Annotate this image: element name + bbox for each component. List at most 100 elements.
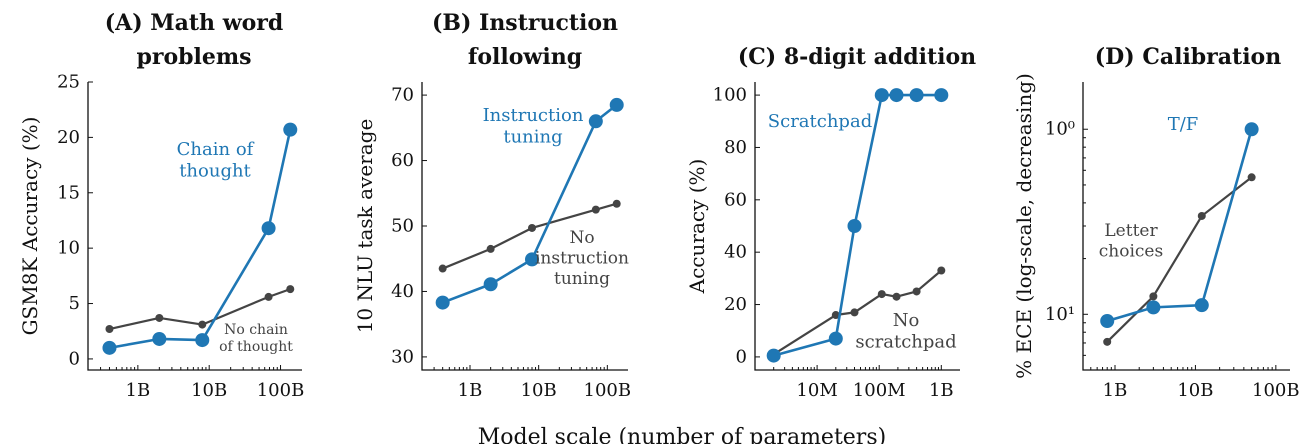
panel-d: (D) Calibration % ECE (log-scale, decreas… [1012,44,1300,401]
panel-title-line: (D) Calibration [1095,44,1281,70]
y-tick-label: 10⁰ [1045,119,1075,140]
data-point [588,114,603,129]
series-line [1106,176,1253,343]
data-point [828,331,843,346]
data-point [877,290,886,299]
data-point [912,287,921,296]
data-point [1100,313,1115,328]
data-point [152,331,167,346]
y-tick-label: 5 [69,293,80,314]
data-point [766,348,781,363]
series-label: tuning [554,269,610,289]
x-tick-label: 100M [853,380,906,401]
axis-lines [1082,82,1290,371]
data-point [937,266,946,275]
x-tick-label: 1B [126,380,151,401]
series-label: tuning [503,127,562,148]
data-point [525,252,540,267]
data-point [486,244,495,253]
series-label: Chain of [177,139,255,160]
y-tick-label: 60 [391,150,414,171]
y-tick-label: 10 [57,238,80,259]
series-label: Scratchpad [768,111,872,132]
data-point [909,88,924,103]
x-tick-label: 10B [1177,380,1213,401]
series-label: No chain [224,322,288,338]
data-point [483,277,498,292]
data-point [435,295,450,310]
y-tick-label: 15 [57,182,80,203]
data-point [155,313,164,322]
axis-lines [754,82,960,371]
data-point [1103,337,1112,346]
data-point [528,223,537,232]
series-label: choices [1099,241,1163,261]
data-point [847,219,862,233]
data-point [283,122,298,137]
y-tick-label: 40 [724,242,747,263]
y-tick-label: 0 [736,346,747,367]
y-tick-label: 100 [713,85,747,106]
data-point [1197,211,1206,220]
data-point [874,88,889,103]
x-tick-label: 10M [796,380,837,401]
y-tick-label: 25 [57,72,80,93]
panel-title-line: (C) 8-digit addition [738,44,976,70]
data-point [609,97,624,112]
data-point [1146,300,1161,315]
y-axis-label: GSM8K Accuracy (%) [18,117,42,336]
data-point [892,292,901,301]
series-line [1106,128,1253,323]
x-tick-label: 1B [458,380,483,401]
data-point [889,88,904,103]
panel-b: (B) Instruction following 10 NLU task aver… [353,10,631,401]
x-tick-label: 100B [257,380,305,401]
panel-title-line: (B) Instruction [432,10,618,36]
data-point [850,308,859,317]
series-label: thought [179,161,251,182]
data-point [264,292,273,301]
y-tick-label: 60 [724,189,747,210]
y-tick-label: 80 [724,137,747,158]
y-tick-label: 0 [69,348,80,369]
y-axis-label: % ECE (log-scale, decreasing) [1012,73,1036,379]
series-label: Letter [1104,221,1158,241]
y-axis-label: 10 NLU task average [353,119,377,334]
panel-title-line: (A) Math word [105,10,284,36]
data-point [612,199,621,208]
y-tick-label: 70 [391,85,414,106]
x-tick-label: 10B [191,380,227,401]
series-label: of thought [219,339,293,355]
series-label: T/F [1168,114,1199,135]
panel-c: (C) 8-digit addition Accuracy (%) 0 20 40 60 8… [685,44,976,401]
series-label: scratchpad [855,332,956,353]
y-tick-label: 20 [724,294,747,315]
data-point [438,264,447,273]
figure-x-axis-label: Model scale (number of parameters) [478,425,886,444]
panel-title-line: following [468,44,582,70]
series-label: Instruction [483,105,584,126]
data-point [195,333,210,348]
data-point [1194,298,1209,313]
y-tick-label: 10¹ [1045,304,1075,325]
x-tick-label: 10B [521,380,557,401]
panel-title-line: problems [136,44,251,70]
data-point [102,340,117,355]
x-tick-label: 1B [929,380,954,401]
series-label: No [893,310,920,331]
data-point [261,221,276,236]
x-tick-label: 100B [584,380,632,401]
data-point [934,88,949,103]
series-label: instruction [535,248,629,268]
series-label: No [569,228,594,248]
data-point [105,325,114,334]
y-tick-label: 20 [57,127,80,148]
x-tick-label: 100B [1252,380,1300,401]
data-point [591,205,600,214]
y-tick-label: 40 [391,281,414,302]
data-point [1149,292,1158,301]
data-point [198,320,207,329]
y-tick-label: 50 [391,216,414,237]
y-axis-label: Accuracy (%) [685,159,709,295]
